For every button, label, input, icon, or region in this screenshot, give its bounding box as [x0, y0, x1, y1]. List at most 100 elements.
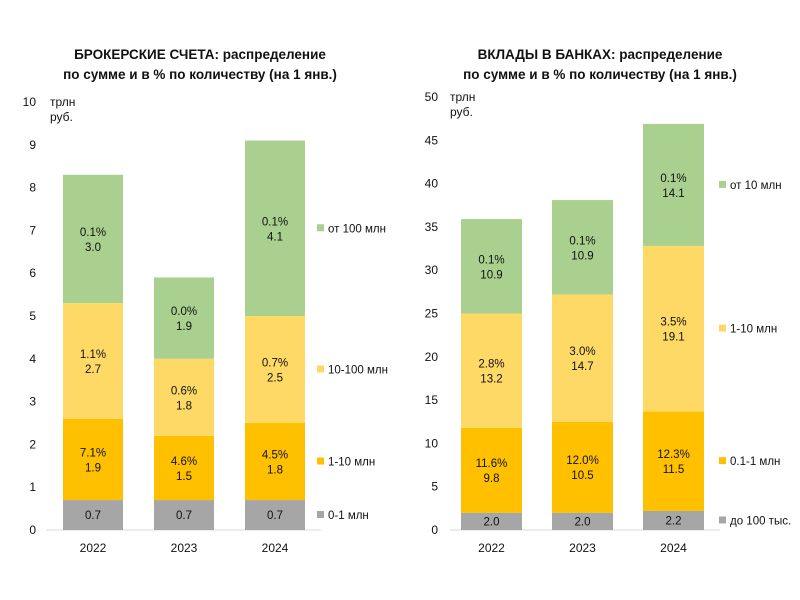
segment-share-label: 12.3% — [657, 449, 690, 461]
bar-segment — [63, 174, 123, 304]
bank-deposits-chart-panel: ВКЛАДЫ В БАНКАХ: распределение по сумме … — [400, 0, 800, 600]
x-tick-label: 2024 — [660, 541, 687, 555]
segment-value-label: 2.7 — [85, 364, 101, 376]
bar-segment — [643, 245, 704, 412]
segment-value-label: 2.5 — [267, 373, 283, 385]
y-tick-label: 5 — [29, 309, 36, 323]
segment-value-label: 2.2 — [666, 515, 682, 527]
bar-segment — [643, 411, 704, 511]
bar-segment — [643, 123, 704, 246]
x-tick-label: 2024 — [262, 541, 289, 555]
segment-value-label: 10.9 — [480, 269, 502, 281]
x-tick-label: 2023 — [569, 541, 596, 555]
bar-segment — [154, 277, 214, 359]
unit-label-line-2: руб. — [450, 105, 473, 119]
y-tick-label: 25 — [425, 307, 439, 321]
segment-value-label: 19.1 — [662, 332, 684, 344]
bar-segment — [552, 200, 613, 295]
segment-value-label: 1.9 — [85, 462, 101, 474]
y-tick-label: 50 — [425, 90, 439, 104]
segment-share-label: 0.1% — [569, 235, 595, 247]
y-tick-label: 20 — [425, 350, 439, 364]
segment-share-label: 1.1% — [80, 349, 106, 361]
y-tick-label: 35 — [425, 220, 439, 234]
bar-segment — [643, 510, 704, 530]
brokerage-chart-panel: БРОКЕРСКИЕ СЧЕТА: распределение по сумме… — [23, 45, 388, 555]
segment-value-label: 9.8 — [484, 473, 500, 485]
y-tick-label: 7 — [29, 223, 36, 237]
legend-swatch — [317, 511, 324, 519]
segment-share-label: 2.8% — [478, 359, 504, 371]
segment-share-label: 3.0% — [569, 346, 595, 358]
bar-segment — [154, 358, 214, 436]
segment-share-label: 0.1% — [262, 216, 288, 228]
legend-label: 0-1 млн — [328, 510, 369, 522]
bar-segment — [461, 427, 522, 513]
unit-label-line-2: руб. — [50, 110, 73, 124]
y-tick-label: 30 — [425, 263, 439, 277]
y-tick-label: 10 — [425, 436, 439, 450]
legend-swatch — [317, 457, 324, 465]
bar-segment — [63, 418, 123, 501]
segment-value-label: 14.1 — [662, 188, 684, 200]
y-tick-label: 15 — [425, 393, 439, 407]
bank-deposits-chart-plot: 0 5 10 15 20 25 30 35 40 45 50 2.0 11.6% 9.8 2.8% 13.2 0… — [425, 90, 792, 555]
chart-title: БРОКЕРСКИЕ СЧЕТА: распределение по сумме… — [40, 45, 360, 85]
segment-value-label: 0.7 — [267, 510, 283, 522]
segment-share-label: 0.1% — [80, 227, 106, 239]
bar-segment — [63, 500, 123, 530]
segment-share-label: 0.0% — [171, 306, 197, 318]
chart-title-line-2: по сумме и в % по количеству (на 1 янв.) — [463, 67, 737, 82]
legend-label: от 10 млн — [730, 180, 782, 192]
legend-label: 1-10 млн — [328, 457, 375, 469]
y-tick-label: 5 — [431, 480, 438, 494]
segment-value-label: 4.1 — [267, 231, 283, 243]
x-tick-label: 2023 — [171, 541, 198, 555]
y-tick-label: 10 — [23, 95, 37, 109]
legend-swatch — [719, 180, 726, 188]
legend-swatch — [317, 224, 324, 232]
legend-swatch — [719, 457, 726, 465]
segment-share-label: 0.7% — [262, 358, 288, 370]
y-axis-unit-label: трлн руб. — [450, 90, 475, 120]
bar-segment — [245, 423, 305, 501]
unit-label-line-1: трлн — [450, 90, 476, 104]
bar-segment — [245, 500, 305, 530]
chart-title: ВКЛАДЫ В БАНКАХ: распределение по сумме … — [410, 45, 790, 85]
segment-share-label: 4.6% — [171, 456, 197, 468]
legend-label: 0.1-1 млн — [730, 456, 780, 468]
brokerage-chart-plot: 0 1 2 3 4 5 6 7 8 9 10 0.7 7.1% 1.9 1.1% 2.7 0.1% 3.0 2022… — [23, 95, 388, 555]
y-tick-label: 0 — [431, 523, 438, 537]
segment-value-label: 11.5 — [663, 464, 685, 476]
segment-value-label: 1.8 — [176, 400, 192, 412]
y-tick-label: 3 — [29, 395, 36, 409]
legend-label: 10-100 млн — [328, 365, 388, 377]
bar-segment — [461, 512, 522, 530]
segment-value-label: 0.7 — [176, 510, 192, 522]
segment-value-label: 1.5 — [176, 471, 192, 483]
legend-label: до 100 тыс. — [730, 515, 791, 527]
x-tick-label: 2022 — [80, 541, 107, 555]
legend-swatch — [317, 365, 324, 373]
segment-value-label: 2.0 — [575, 516, 591, 528]
x-tick-label: 2022 — [478, 541, 505, 555]
segment-value-label: 1.8 — [267, 465, 283, 477]
segment-value-label: 1.9 — [176, 321, 192, 333]
segment-share-label: 12.0% — [566, 455, 599, 467]
legend-swatch — [719, 516, 726, 524]
y-tick-label: 45 — [425, 133, 439, 147]
segment-share-label: 7.1% — [80, 447, 106, 459]
y-tick-label: 9 — [29, 138, 36, 152]
chart-title-line-1: БРОКЕРСКИЕ СЧЕТА: распределение — [74, 47, 326, 62]
y-tick-label: 6 — [29, 266, 36, 280]
y-tick-label: 4 — [29, 352, 36, 366]
segment-share-label: 0.1% — [660, 173, 686, 185]
segment-share-label: 0.6% — [171, 385, 197, 397]
legend-label: 1-10 млн — [730, 324, 777, 336]
legend-swatch — [719, 324, 726, 332]
y-tick-label: 8 — [29, 181, 36, 195]
unit-label-line-1: трлн — [50, 95, 76, 109]
segment-value-label: 10.9 — [571, 250, 593, 262]
segment-share-label: 11.6% — [476, 458, 508, 470]
segment-value-label: 0.7 — [85, 510, 101, 522]
